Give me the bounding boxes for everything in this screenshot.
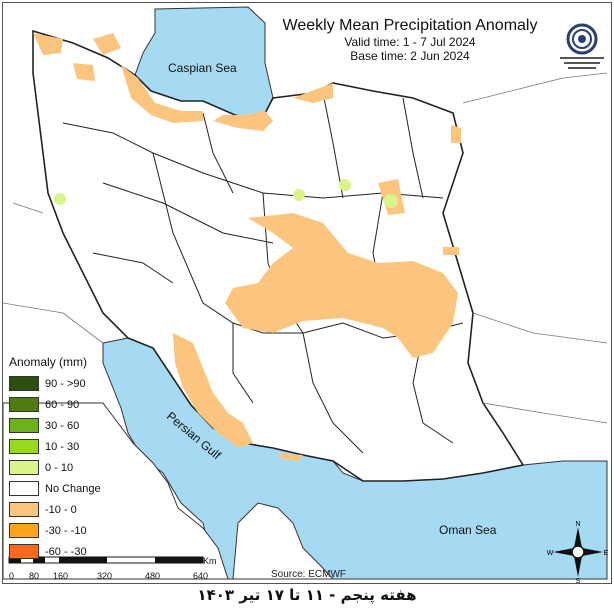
legend-label: -60 - -30 — [45, 545, 87, 558]
footer-caption: هفته پنجم - ۱۱ تا ۱۷ تیر ۱۴۰۳ — [197, 586, 417, 604]
legend-swatch — [9, 523, 39, 538]
oman-land — [232, 502, 335, 580]
legend-swatch — [9, 376, 39, 391]
legend-label: 10 - 30 — [45, 440, 80, 453]
legend-label: 60 - 90 — [45, 398, 80, 411]
scale-tick: 0 — [9, 571, 15, 581]
map-title-block: Weekly Mean Precipitation Anomaly Valid … — [265, 17, 555, 63]
scale-unit: Km — [203, 556, 217, 566]
legend-label: -10 - 0 — [45, 503, 77, 516]
valid-time: Valid time: 1 - 7 Jul 2024 — [344, 35, 476, 49]
legend: Anomaly (mm) 90 - >90 60 - 90 30 - 60 10 - … — [9, 355, 129, 562]
compass-s: S — [576, 578, 581, 583]
scale-tick: 320 — [97, 571, 113, 581]
scale-tick: 640 — [193, 571, 209, 581]
legend-label: No Change — [45, 482, 101, 495]
legend-item: -30 - -10 — [9, 520, 129, 541]
legend-swatch — [9, 502, 39, 517]
scale-tick: 80 — [29, 571, 40, 581]
map-frame: Caspian Sea Persian Gulf Oman Sea Weekly… — [2, 2, 612, 584]
legend-title: Anomaly (mm) — [9, 355, 88, 369]
legend-label: 90 - >90 — [45, 377, 86, 390]
compass-w: W — [547, 550, 554, 557]
map-title: Weekly Mean Precipitation Anomaly — [282, 17, 538, 34]
compass-e: E — [604, 550, 609, 557]
legend-swatch — [9, 460, 39, 475]
legend-item: 90 - >90 — [9, 373, 129, 394]
legend-label: -30 - -10 — [45, 524, 87, 537]
legend-item: 0 - 10 — [9, 457, 129, 478]
legend-item: No Change — [9, 478, 129, 499]
caspian-label: Caspian Sea — [168, 61, 237, 75]
legend-item: -60 - -30 — [9, 541, 129, 562]
map-svg — [3, 6, 608, 580]
scale-bar: Km 0 80 160 320 480 640 — [9, 556, 219, 583]
legend-item: 10 - 30 — [9, 436, 129, 457]
oman-sea-label: Oman Sea — [439, 523, 497, 537]
legend-swatch — [9, 439, 39, 454]
legend-swatch — [9, 418, 39, 433]
scale-tick: 480 — [145, 571, 161, 581]
scale-tick: 160 — [53, 571, 69, 581]
compass-n: N — [575, 521, 580, 528]
anomaly-pos-0-10 — [54, 179, 398, 208]
organization-logo — [560, 23, 604, 69]
legend-label: 0 - 10 — [45, 461, 74, 474]
legend-swatch — [9, 544, 39, 559]
source-label: Source: ECMWF — [271, 569, 347, 580]
legend-item: 60 - 90 — [9, 394, 129, 415]
compass-icon: N S E W — [547, 521, 609, 583]
arabia-land — [3, 402, 229, 580]
legend-item: 30 - 60 — [9, 415, 129, 436]
legend-swatch — [9, 481, 39, 496]
scale-bar-graphic — [8, 556, 204, 564]
legend-item: -10 - 0 — [9, 499, 129, 520]
anomaly-neg-0-10 — [33, 33, 461, 461]
legend-label: 30 - 60 — [45, 419, 80, 432]
country-borders — [3, 72, 608, 424]
base-time: Base time: 2 Jun 2024 — [350, 49, 470, 63]
legend-swatch — [9, 397, 39, 412]
